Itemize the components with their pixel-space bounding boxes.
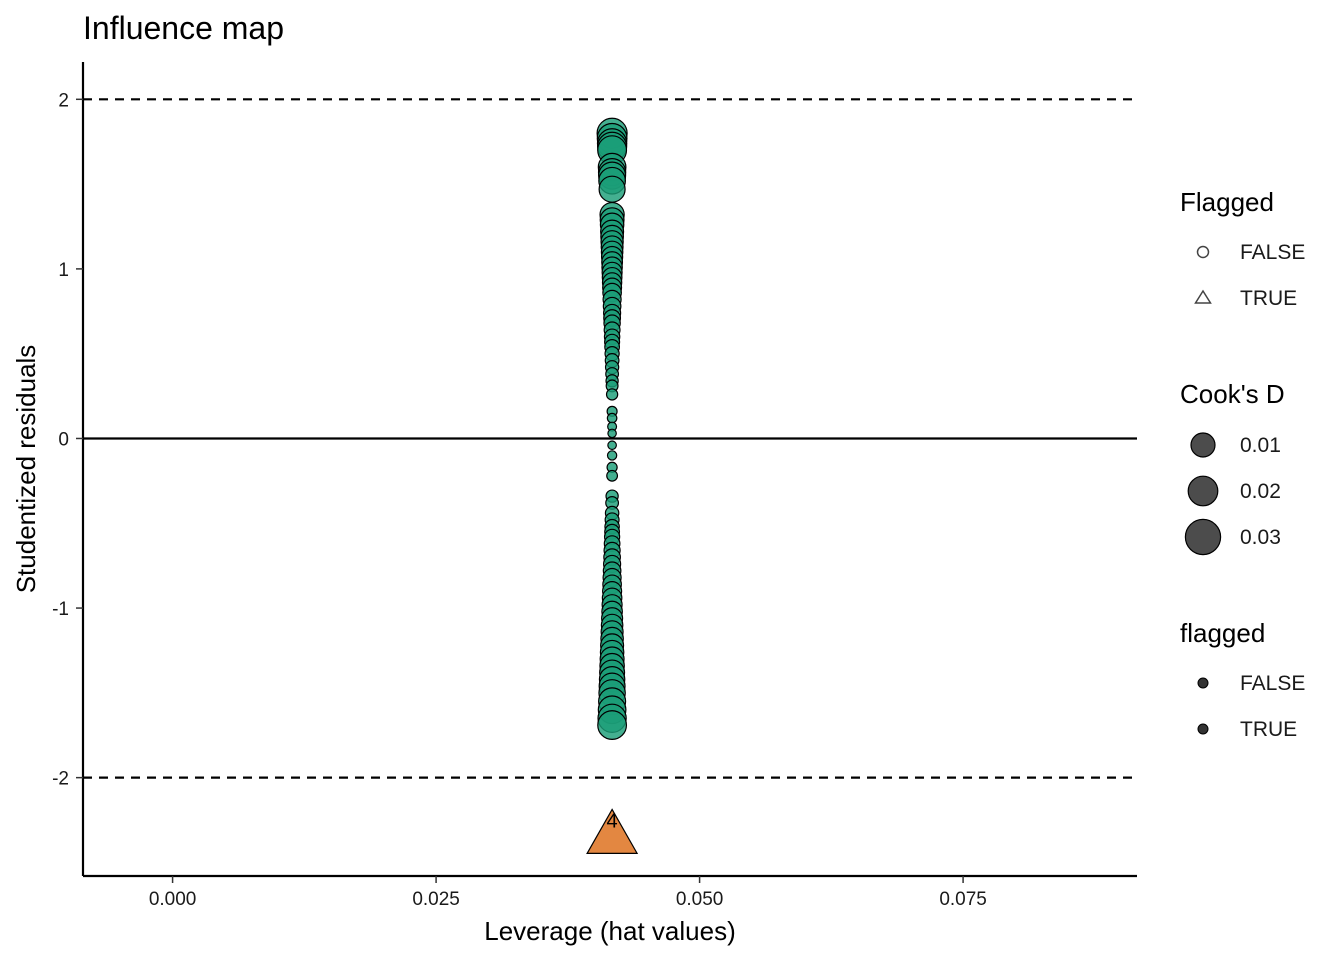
data-point <box>605 388 619 401</box>
size-key-icon <box>1187 475 1219 507</box>
chart-title: Influence map <box>83 10 284 46</box>
legend-label: 0.02 <box>1240 480 1281 503</box>
y-tick-label: 0 <box>58 429 69 450</box>
size-key-icon <box>1190 432 1216 458</box>
y-tick-label: 2 <box>58 90 69 111</box>
legend-label: TRUE <box>1240 718 1297 741</box>
legend-label: FALSE <box>1240 672 1305 695</box>
data-point <box>606 469 619 482</box>
y-tick-label: -1 <box>52 599 69 620</box>
x-tick-label: 0.050 <box>676 889 724 910</box>
dot-key-icon <box>1197 723 1209 735</box>
x-tick-label: 0.025 <box>412 889 460 910</box>
data-point <box>607 428 617 439</box>
legend-title: Cook's D <box>1180 379 1285 409</box>
legend-label: 0.03 <box>1240 526 1281 549</box>
y-tick-label: -2 <box>52 769 69 790</box>
legend-title: flagged <box>1180 618 1265 648</box>
legend-1: Cook's D 0.01 0.02 0.03 <box>1180 379 1285 556</box>
data-point <box>597 710 628 740</box>
data-point <box>606 412 618 424</box>
x-tick-label: 0.075 <box>939 889 987 910</box>
flagged-point-label: 4 <box>607 811 618 833</box>
x-tick-label: 0.000 <box>149 889 197 910</box>
legend-label: 0.01 <box>1240 434 1281 457</box>
size-key-icon <box>1184 518 1222 556</box>
legend-label: FALSE <box>1240 241 1305 264</box>
data-point <box>607 440 617 451</box>
legend-2: flagged FALSE TRUE <box>1180 618 1305 741</box>
legend-label: TRUE <box>1240 287 1297 310</box>
legends: Flagged FALSE TRUE Cook's D 0.01 0.02 0.03 flag… <box>1180 187 1305 741</box>
y-axis-title: Studentized residuals <box>11 345 41 594</box>
plot-area: 4 <box>83 98 1137 855</box>
data-point <box>606 450 618 461</box>
triangle-key-icon <box>1194 289 1212 304</box>
x-axis-ticks: 0.000 0.025 0.050 0.075 <box>149 876 987 910</box>
dot-key-icon <box>1197 677 1209 689</box>
flagged-point <box>586 808 639 855</box>
data-point <box>598 175 626 203</box>
x-axis-title: Leverage (hat values) <box>484 916 735 946</box>
legend-title: Flagged <box>1180 187 1274 217</box>
y-axis-ticks: -2 -1 0 1 2 <box>52 90 83 790</box>
circle-key-icon <box>1196 245 1210 259</box>
y-tick-label: 1 <box>58 260 69 281</box>
legend-0: Flagged FALSE TRUE <box>1180 187 1305 310</box>
